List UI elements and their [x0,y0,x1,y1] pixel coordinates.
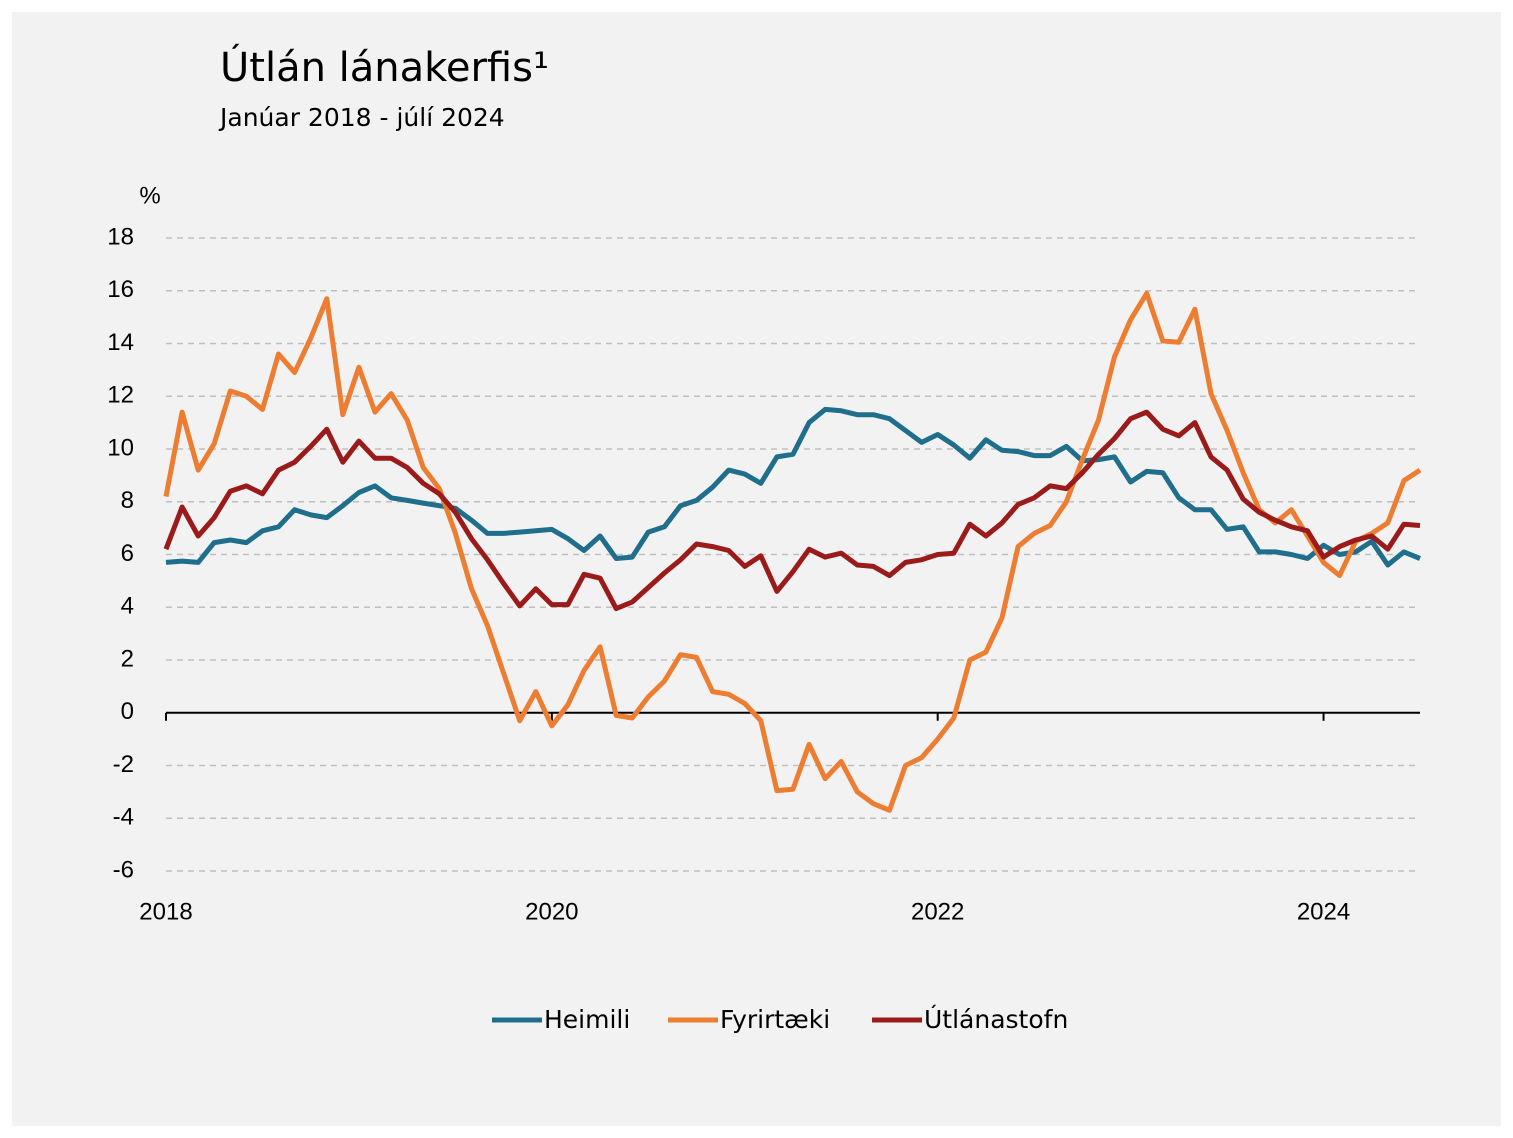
y-tick-label: 16 [107,276,134,303]
y-unit: % [139,182,160,209]
y-tick-label: 2 [121,645,134,672]
y-tick-label: 10 [107,434,134,461]
chart-background [12,12,1501,1126]
chart-subtitle: Janúar 2018 - júlí 2024 [218,103,505,132]
legend-label: Heimili [544,1005,630,1034]
y-tick-label: 6 [121,540,134,567]
y-tick-label: 12 [107,382,134,409]
x-tick-label: 2018 [139,898,192,925]
legend-label: Útlánastofn [924,1004,1068,1034]
legend-label: Fyrirtæki [720,1005,830,1034]
chart-title: Útlán lánakerfis¹ [220,43,549,91]
y-tick-label: 0 [121,698,134,725]
x-tick-label: 2022 [911,898,964,925]
y-tick-label: 14 [107,329,134,356]
y-tick-label: -4 [113,804,134,831]
y-tick-label: 8 [121,487,134,514]
y-tick-label: 18 [107,223,134,250]
series-line [163,409,1421,612]
x-tick-label: 2024 [1297,898,1350,925]
series-line [163,290,1422,813]
y-tick-label: -2 [113,751,134,778]
y-tick-label: -6 [113,856,134,883]
series-line [165,406,1421,568]
y-tick-label: 4 [121,593,134,620]
x-tick-label: 2020 [525,898,578,925]
